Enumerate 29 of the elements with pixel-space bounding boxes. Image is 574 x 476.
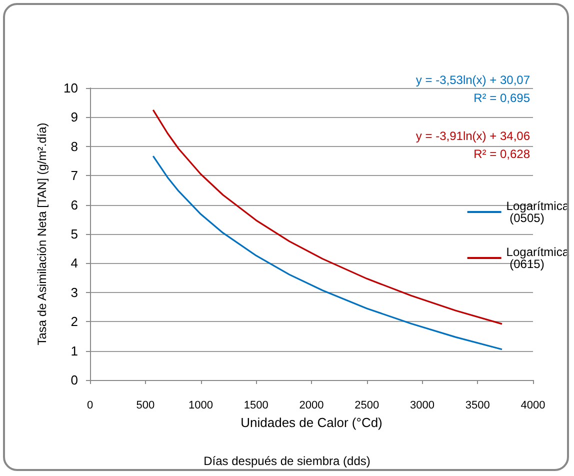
y-axis-title: Tasa de Asimilación Neta [TAN] (g/m².día) (35, 122, 49, 346)
x-tick-label: 500 (136, 400, 155, 412)
x-tick-label: 1500 (244, 400, 268, 412)
y-tick-label: 10 (64, 80, 78, 96)
annotation: R² = 0,695 (474, 91, 530, 105)
y-tick-label: 8 (70, 138, 78, 154)
x-tick-label: 1000 (188, 400, 213, 412)
legend-label: Logarítmica (0505) (506, 199, 570, 225)
annotation: y = -3,91ln(x) + 34,06 (416, 129, 530, 143)
y-tick-label: 4 (70, 256, 78, 271)
y-tick-label: 6 (70, 197, 78, 212)
legend-label: Logarítmica (0615) (506, 245, 570, 271)
x-tick-label: 3000 (410, 400, 434, 412)
x-tick-label: 4000 (520, 400, 546, 412)
x-tick-label: 2500 (354, 400, 380, 412)
x-axis-title: Unidades de Calor (°Cd) (240, 414, 382, 430)
y-tick-label: 1 (70, 343, 78, 358)
y-tick-label: 7 (70, 168, 78, 184)
y-tick-label: 9 (70, 110, 78, 125)
y-tick-label: 3 (70, 284, 78, 300)
x-tick-label: 3500 (465, 400, 490, 412)
x-tick-label: 2000 (299, 400, 324, 412)
y-tick-label: 0 (70, 372, 78, 388)
annotation: R² = 0,628 (474, 147, 530, 161)
x-tick-label: 0 (86, 400, 94, 412)
text: Días después de siembra (dds) (204, 454, 370, 468)
y-tick-label: 2 (70, 314, 78, 330)
y-tick-label: 5 (70, 226, 78, 242)
text: y = -3,53ln(x) + 30,07 (416, 73, 530, 87)
